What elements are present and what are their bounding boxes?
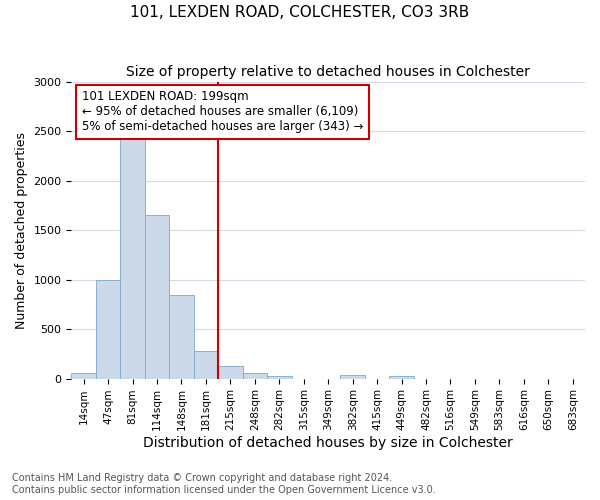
Title: Size of property relative to detached houses in Colchester: Size of property relative to detached ho…	[126, 65, 530, 79]
Bar	[194, 352, 218, 378]
Bar	[218, 366, 242, 378]
Bar	[145, 215, 169, 378]
Bar	[242, 373, 267, 378]
Y-axis label: Number of detached properties: Number of detached properties	[15, 132, 28, 328]
Bar	[121, 136, 145, 378]
Bar	[267, 376, 292, 378]
Bar	[340, 374, 365, 378]
Text: Contains HM Land Registry data © Crown copyright and database right 2024.
Contai: Contains HM Land Registry data © Crown c…	[12, 474, 436, 495]
Text: 101 LEXDEN ROAD: 199sqm
← 95% of detached houses are smaller (6,109)
5% of semi-: 101 LEXDEN ROAD: 199sqm ← 95% of detache…	[82, 90, 363, 134]
Bar	[389, 376, 414, 378]
X-axis label: Distribution of detached houses by size in Colchester: Distribution of detached houses by size …	[143, 436, 513, 450]
Bar	[169, 296, 194, 378]
Bar	[71, 372, 96, 378]
Text: 101, LEXDEN ROAD, COLCHESTER, CO3 3RB: 101, LEXDEN ROAD, COLCHESTER, CO3 3RB	[130, 5, 470, 20]
Bar	[96, 280, 121, 378]
